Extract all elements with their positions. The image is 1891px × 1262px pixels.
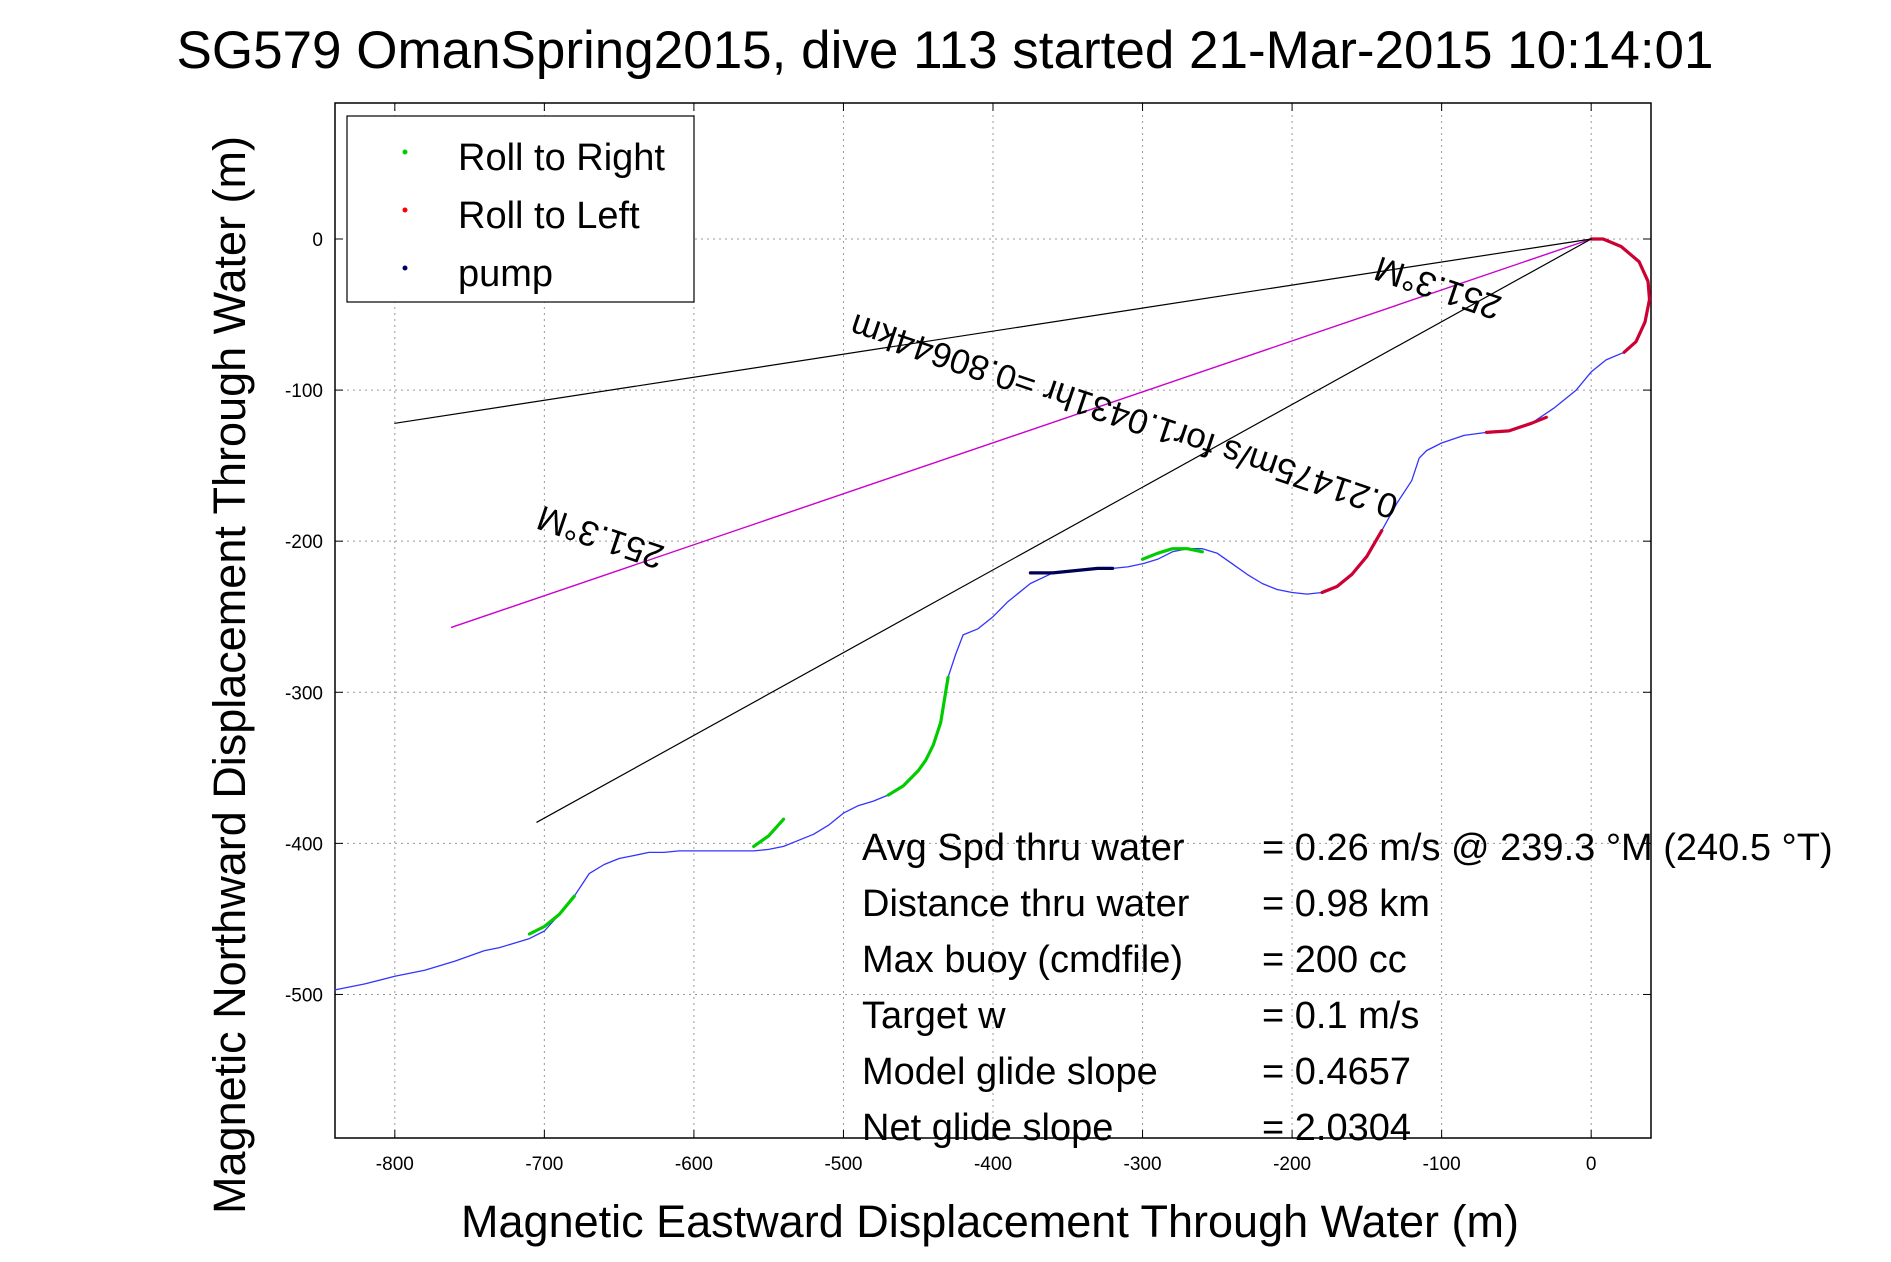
y-tick-label: -500 — [285, 985, 323, 1006]
stat-value-avg-spd: = 0.26 m/s @ 239.3 °M (240.5 °T) — [1262, 827, 1833, 869]
stat-value-net-glide: = 2.0304 — [1262, 1107, 1411, 1149]
stat-label-max-buoy: Max buoy (cmdfile) — [862, 939, 1183, 981]
x-tick-label: -700 — [525, 1154, 563, 1175]
legend-marker-pump — [402, 265, 408, 271]
series-roll-left-1 — [1589, 237, 1652, 354]
x-tick-label: -500 — [824, 1154, 862, 1175]
series-cone-line-lower — [536, 238, 1592, 823]
chart-title: SG579 OmanSpring2015, dive 113 started 2… — [177, 21, 1714, 80]
legend-label-roll-right: Roll to Right — [458, 137, 665, 179]
legend-label-roll-left: Roll to Left — [458, 195, 640, 237]
x-axis-label: Magnetic Eastward Displacement Through W… — [461, 1196, 1519, 1247]
stat-value-target-w: = 0.1 m/s — [1262, 995, 1419, 1037]
series-roll-right-4 — [527, 894, 576, 936]
x-tick-label: 0 — [1586, 1154, 1597, 1175]
stat-label-target-w: Target w — [862, 995, 1006, 1037]
legend: Roll to Right Roll to Left pump — [346, 115, 695, 303]
series-roll-left-2 — [1484, 415, 1548, 434]
plot-area — [334, 237, 1652, 991]
series-cone-line-upper — [394, 238, 1592, 424]
series-roll-left-3 — [1320, 528, 1384, 595]
y-axis-label: Magnetic Northward Displacement Through … — [204, 136, 255, 1214]
x-tick-label: -200 — [1273, 1154, 1311, 1175]
stats-block: Avg Spd thru water = 0.26 m/s @ 239.3 °M… — [862, 827, 1833, 1149]
stat-value-max-buoy: = 200 cc — [1262, 939, 1407, 981]
x-tick-label: -400 — [974, 1154, 1012, 1175]
series-roll-right-1 — [1140, 547, 1205, 561]
x-tick-label: -300 — [1124, 1154, 1162, 1175]
series-roll-right-2 — [886, 675, 950, 797]
grid — [335, 103, 1651, 1138]
series-roll-right-3 — [752, 817, 786, 849]
data-lines — [334, 237, 1652, 991]
y-tick-label: -400 — [285, 834, 323, 855]
stat-label-avg-spd: Avg Spd thru water — [862, 827, 1185, 869]
y-tick-label: 0 — [312, 230, 323, 251]
x-tick-label: -800 — [376, 1154, 414, 1175]
y-tick-label: -200 — [285, 532, 323, 553]
series-pump-1 — [1028, 566, 1115, 575]
stat-label-model-glide: Model glide slope — [862, 1051, 1158, 1093]
x-tick-label: -100 — [1423, 1154, 1461, 1175]
legend-marker-roll-right — [402, 149, 408, 155]
legend-label-pump: pump — [458, 253, 553, 295]
y-tick-label: -100 — [285, 381, 323, 402]
y-tick-label: -300 — [285, 683, 323, 704]
series-heading-line — [450, 238, 1592, 628]
stat-label-net-glide: Net glide slope — [862, 1107, 1113, 1149]
ticks: -800 -700 -600 -500 -400 -300 -200 -100 0 0 -100 -2… — [285, 103, 1651, 1175]
legend-marker-roll-left — [402, 207, 408, 213]
stat-label-distance: Distance thru water — [862, 883, 1190, 925]
stat-value-distance: = 0.98 km — [1262, 883, 1430, 925]
x-tick-label: -600 — [675, 1154, 713, 1175]
stat-value-model-glide: = 0.4657 — [1262, 1051, 1411, 1093]
